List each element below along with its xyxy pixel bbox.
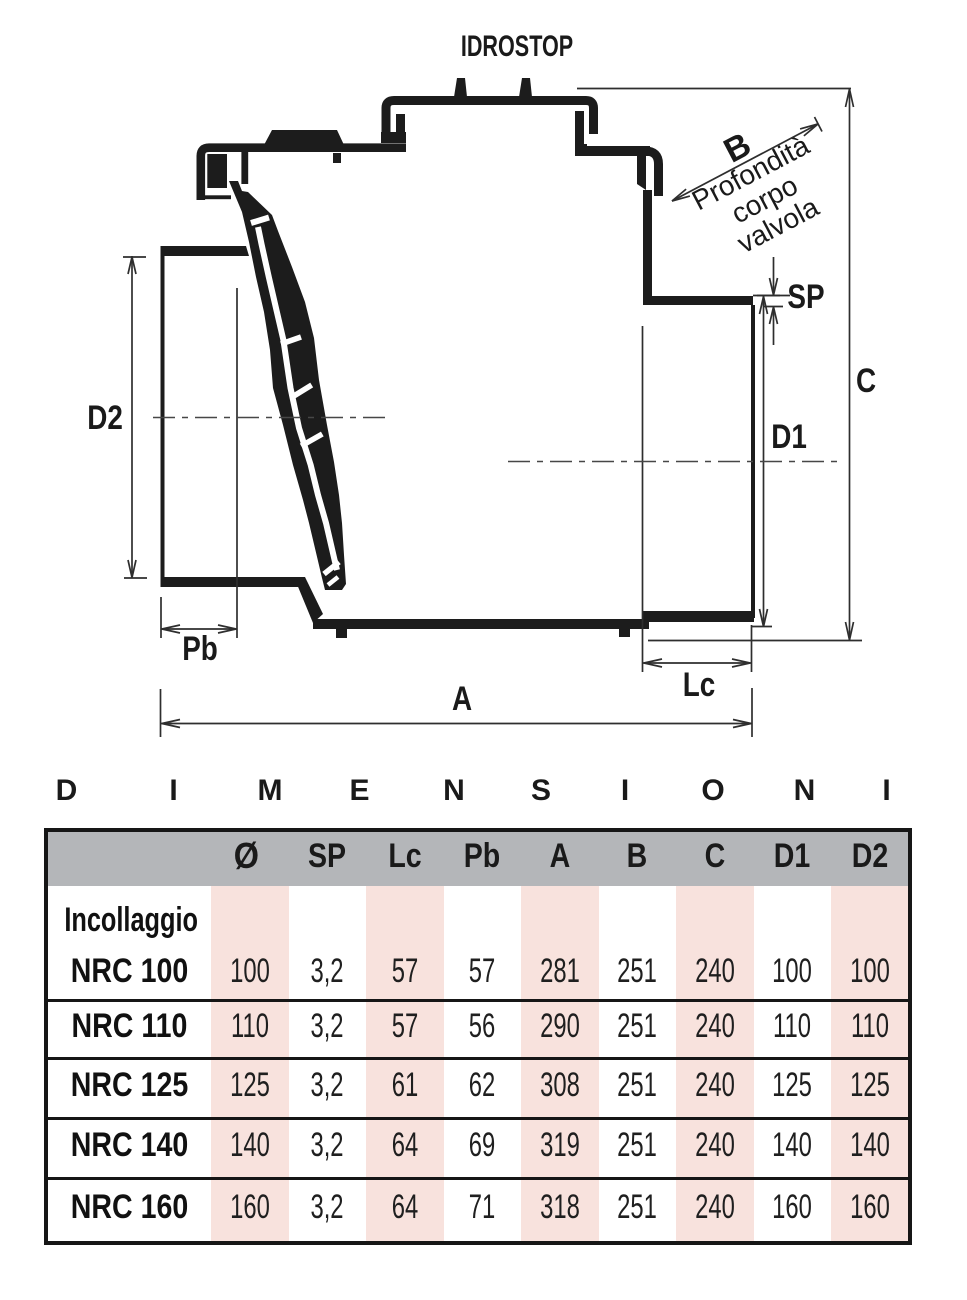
svg-text:D1: D1 [771,417,807,455]
svg-text:Pb: Pb [182,629,218,667]
svg-text:Lc: Lc [683,665,716,703]
svg-text:A: A [452,679,472,717]
svg-text:D2: D2 [87,398,123,436]
svg-text:SP: SP [787,277,824,315]
svg-text:IDROSTOP: IDROSTOP [461,28,573,62]
svg-text:C: C [856,361,876,399]
